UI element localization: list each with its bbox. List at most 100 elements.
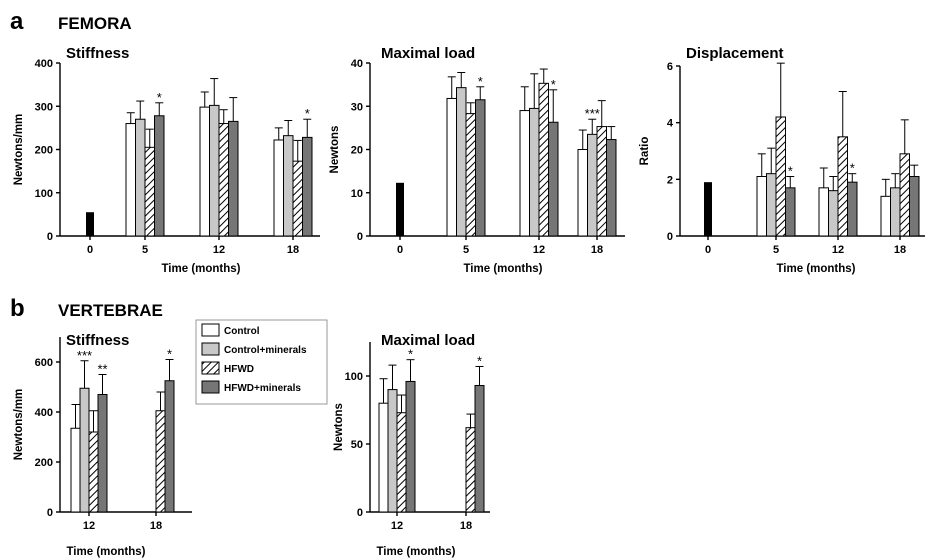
fem-maxload-bar-control-minerals [587, 133, 598, 237]
vert-stiff-bar-hfwd-minerals [164, 380, 175, 513]
fem-stiff-bar-control-minerals [283, 135, 294, 237]
fem-maxload-bar-hfwd [596, 126, 607, 237]
vert-maxload-xtick-label: 12 [391, 520, 403, 532]
vert-stiff-xlabel: Time (months) [66, 546, 145, 558]
fem-stiff-bar-control [273, 139, 284, 237]
fem-maxload-bar-hfwd [465, 113, 476, 237]
fem-disp-bar-hfwd-minerals [909, 176, 920, 237]
fem-stiff-ylabel: Newtons/mm [13, 114, 25, 186]
fem-stiff-xtick-label: 12 [213, 244, 225, 256]
fem-maxload-bar-control-minerals [529, 107, 540, 237]
fem-disp-ytick-label: 4 [667, 118, 674, 130]
panel-a-letter: a [10, 8, 24, 35]
fem-maxload-chart: Maximal load Newtons Time (months) 0 10 20 30 4… [329, 45, 625, 275]
fem-stiff-baseline-bar [86, 212, 94, 236]
fem-maxload-significance-label: * [551, 77, 556, 92]
vert-maxload-significance-label: * [477, 353, 482, 368]
vert-maxload-ytick-label: 0 [357, 507, 363, 519]
fem-disp-ytick-label: 2 [667, 174, 673, 186]
legend-label: HFWD+minerals [224, 383, 301, 394]
vert-stiff-ytick-label: 0 [47, 507, 53, 519]
fem-maxload-baseline-bar [396, 182, 404, 236]
fem-maxload-bar-hfwd-minerals [548, 121, 559, 237]
fem-maxload-bar-hfwd-minerals [475, 99, 486, 237]
fem-stiff-bar-hfwd [218, 123, 229, 237]
vert-maxload-title: Maximal load [381, 332, 475, 349]
fem-disp-bar-control-minerals [828, 190, 839, 237]
fem-maxload-bar-control [577, 149, 588, 237]
fem-disp-ytick-label: 6 [667, 61, 673, 73]
vert-maxload-bar-control-minerals [387, 389, 398, 513]
vert-maxload-ylabel: Newtons [333, 403, 345, 451]
legend-swatch [201, 361, 220, 375]
fem-disp-bar-control-minerals [890, 187, 901, 237]
fem-stiff-xtick-label: 18 [287, 244, 299, 256]
fem-disp-bar-control [818, 187, 829, 237]
vert-maxload-bar-hfwd [396, 412, 407, 513]
vert-stiff-ytick-label: 600 [35, 357, 53, 369]
fem-stiff-ytick-label: 300 [35, 101, 53, 113]
fem-maxload-ytick-label: 0 [357, 231, 363, 243]
fem-stiff-xtick-label: 5 [142, 244, 148, 256]
fem-disp-xtick-label: 18 [894, 244, 906, 256]
legend-label: HFWD [224, 364, 254, 375]
fem-disp-significance-label: * [788, 164, 793, 179]
fem-stiff-significance-label: * [305, 106, 310, 121]
fem-disp-bar-hfwd [775, 116, 786, 237]
vert-stiff-title: Stiffness [66, 332, 129, 349]
fem-maxload-xtick-label: 12 [533, 244, 545, 256]
fem-stiff-significance-label: * [157, 90, 162, 105]
fem-stiff-ytick-label: 200 [35, 145, 53, 157]
fem-stiff-xlabel: Time (months) [161, 263, 240, 275]
panel-a-title: FEMORA [58, 14, 132, 33]
fem-stiff-chart: Stiffness Newtons/mm Time (months) 0 100 200 3… [13, 45, 320, 275]
vert-stiff-significance-label: ** [97, 362, 107, 377]
fem-stiff-bar-control-minerals [209, 104, 220, 237]
fem-disp-ylabel: Ratio [639, 137, 651, 166]
fem-disp-significance-label: * [850, 161, 855, 176]
fem-stiff-xtick-label: 0 [87, 244, 93, 256]
fem-maxload-bar-hfwd [538, 82, 549, 237]
fem-disp-bar-hfwd-minerals [785, 187, 796, 237]
fem-stiff-ytick-label: 400 [35, 58, 53, 70]
legend: Control Control+minerals HFWD HFWD+minerals [195, 319, 328, 405]
fem-disp-bar-control [880, 195, 891, 237]
vert-stiff-xtick-label: 12 [83, 520, 95, 532]
fem-maxload-ytick-label: 20 [351, 145, 363, 157]
vert-stiff-ytick-label: 200 [35, 457, 53, 469]
fem-maxload-ytick-label: 40 [351, 58, 363, 70]
fem-maxload-ylabel: Newtons [329, 126, 341, 174]
fem-maxload-significance-label: * [478, 74, 483, 89]
panel-b-title: VERTEBRAE [58, 301, 163, 320]
fem-stiff-bar-hfwd [144, 146, 155, 237]
vert-stiff-significance-label: *** [77, 348, 92, 363]
fem-disp-xtick-label: 12 [832, 244, 844, 256]
vert-maxload-ytick-label: 100 [345, 371, 363, 383]
fem-maxload-bar-control-minerals [456, 87, 467, 237]
vert-maxload-significance-label: * [408, 347, 413, 362]
fem-disp-bar-control [756, 176, 767, 237]
fem-maxload-bar-control [519, 110, 530, 237]
vert-stiff-significance-label: * [167, 347, 172, 362]
fem-disp-bar-hfwd [837, 136, 848, 237]
fem-maxload-xlabel: Time (months) [463, 263, 542, 275]
vert-stiff-bar-hfwd-minerals [97, 394, 108, 513]
fem-maxload-significance-label: *** [585, 106, 600, 121]
fem-disp-chart: Displacement Ratio Time (months) 0 2 4 6 0 5 12 18… [639, 45, 925, 275]
fem-disp-xlabel: Time (months) [776, 263, 855, 275]
legend-swatch [201, 380, 220, 394]
fem-disp-baseline-bar [704, 182, 712, 236]
panel-b-letter: b [10, 295, 25, 322]
fem-maxload-bar-hfwd-minerals [606, 139, 617, 237]
fem-stiff-bar-hfwd-minerals [302, 136, 313, 237]
fem-disp-bar-hfwd [899, 153, 910, 237]
fem-disp-title: Displacement [686, 45, 784, 62]
fem-stiff-bar-hfwd-minerals [154, 115, 165, 237]
fem-disp-bar-hfwd-minerals [847, 181, 858, 237]
fem-disp-xtick-label: 5 [773, 244, 779, 256]
vert-stiff-ylabel: Newtons/mm [13, 389, 25, 461]
fem-maxload-bar-control [446, 97, 457, 237]
vert-stiff-bar-hfwd [88, 431, 99, 513]
